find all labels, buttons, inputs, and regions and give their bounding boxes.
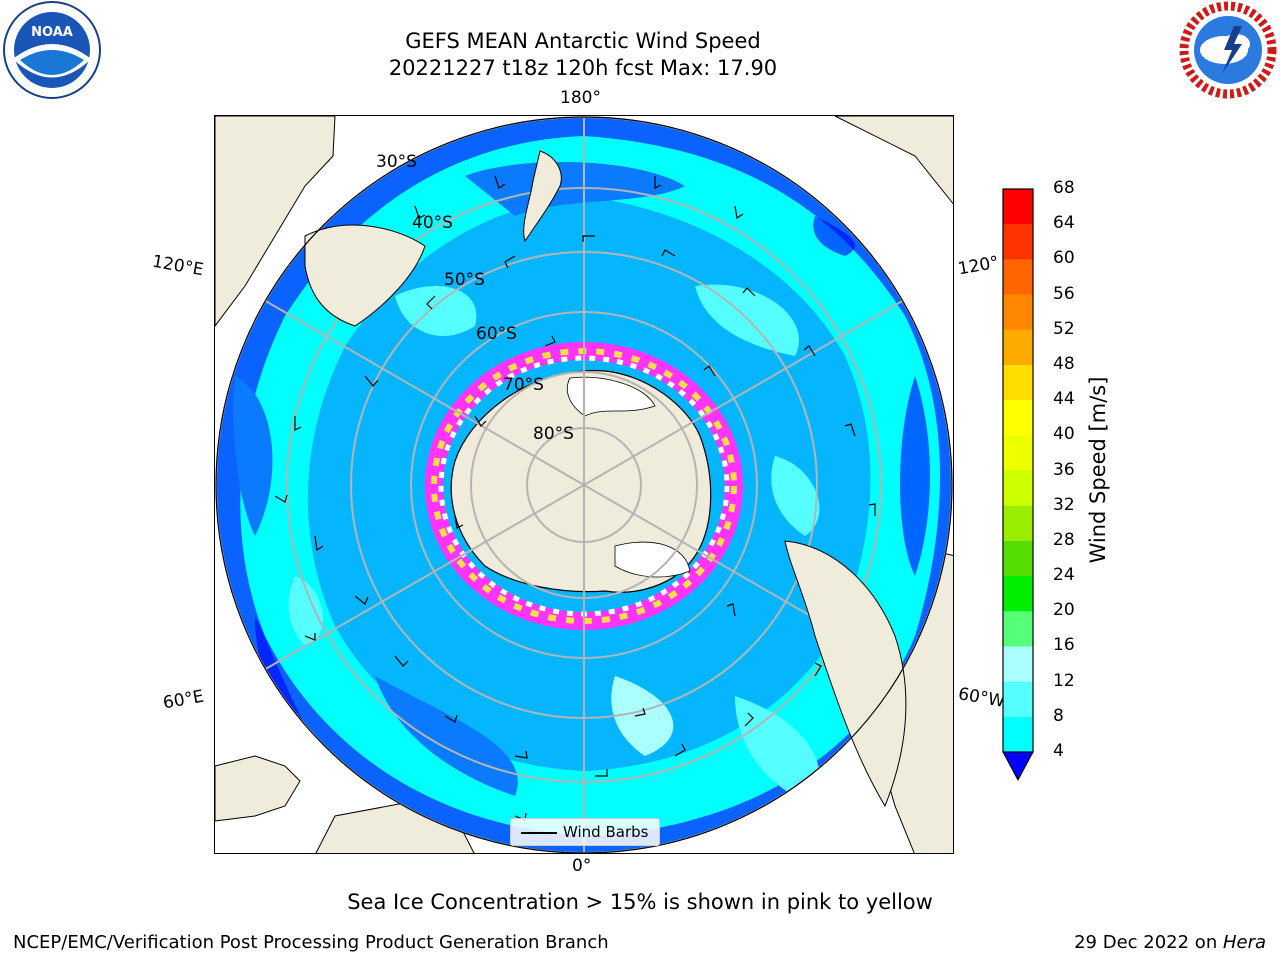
colorbar-tick-label: 44 — [1053, 389, 1075, 410]
lat-label-50s: 50°S — [444, 270, 485, 290]
lat-label-60s: 60°S — [476, 324, 517, 344]
colorbar-tick-label: 36 — [1053, 459, 1075, 480]
map-panel — [214, 115, 954, 854]
footer-date-text: 29 Dec 2022 on — [1074, 932, 1223, 953]
footer-credit: NCEP/EMC/Verification Post Processing Pr… — [13, 932, 609, 953]
colorbar-segment — [1003, 294, 1033, 331]
colorbar-tick-label: 24 — [1053, 565, 1075, 586]
colorbar-segment — [1003, 576, 1033, 612]
colorbar-tick-label: 20 — [1053, 600, 1075, 621]
lon-label-60w: 60°W — [956, 684, 1007, 712]
colorbar-segment — [1003, 470, 1033, 507]
colorbar-segment — [1003, 329, 1033, 366]
lon-label-60e: 60°E — [161, 686, 206, 714]
colorbar-segment — [1003, 435, 1033, 471]
colorbar-title: Wind Speed [m/s] — [1086, 376, 1110, 564]
colorbar-tick-label: 16 — [1053, 635, 1075, 656]
colorbar-segment — [1003, 716, 1033, 753]
lat-label-70s: 70°S — [503, 375, 544, 395]
continents — [304, 150, 907, 808]
colorbar-segment — [1003, 611, 1033, 647]
colorbar-tick-label: 8 — [1053, 705, 1064, 726]
colorbar-segment — [1003, 189, 1033, 225]
colorbar-tick-label: 28 — [1053, 529, 1075, 550]
colorbar-outline — [1002, 188, 1034, 753]
chart-subtitle: 20221227 t18z 120h fcst Max: 17.90 — [388, 56, 778, 80]
lat-label-40s: 40°S — [412, 213, 453, 233]
footer-date: 29 Dec 2022 on Hera — [1074, 932, 1266, 953]
ice-shelf-weddell — [614, 541, 691, 578]
colorbar-tick-label: 40 — [1053, 424, 1075, 445]
polar-map — [215, 116, 953, 853]
noaa-logo: NOAA — [3, 1, 101, 99]
colorbar-segment — [1003, 364, 1033, 401]
colorbar-tick-label: 12 — [1053, 670, 1075, 691]
lon-label-180: 180° — [560, 88, 601, 108]
colorbar-tick-label: 52 — [1053, 318, 1075, 339]
lon-label-120w: 120° — [956, 252, 1001, 280]
colorbar-tick-label: 56 — [1053, 283, 1075, 304]
lat-label-80s: 80°S — [533, 424, 574, 444]
colorbar-tick-label: 32 — [1053, 494, 1075, 515]
ice-shelf-ross — [566, 376, 656, 417]
colorbar-under-arrow — [1002, 751, 1034, 782]
colorbar-tick-label: 68 — [1053, 178, 1075, 198]
colorbar-segment — [1003, 400, 1033, 436]
antarctica — [450, 369, 712, 593]
footer-host: Hera — [1222, 932, 1266, 953]
nws-logo — [1179, 1, 1277, 99]
colorbar-tick-label: 4 — [1053, 741, 1064, 761]
lat-label-30s: 30°S — [376, 152, 417, 172]
colorbar-segment — [1003, 224, 1033, 260]
map-legend: Wind Barbs — [510, 818, 660, 846]
lon-label-0: 0° — [572, 856, 592, 876]
legend-line-swatch — [521, 832, 557, 834]
colorbar-segment — [1003, 681, 1033, 718]
sea-ice-caption: Sea Ice Concentration > 15% is shown in … — [347, 890, 933, 914]
colorbar-tick-label: 60 — [1053, 248, 1075, 269]
legend-label: Wind Barbs — [563, 823, 649, 841]
lon-label-120e: 120°E — [150, 251, 206, 281]
colorbar-tick-label: 48 — [1053, 353, 1075, 374]
colorbar-segment — [1003, 646, 1033, 683]
colorbar-segment — [1003, 540, 1033, 577]
colorbar — [1002, 188, 1034, 782]
chart-title: GEFS MEAN Antarctic Wind Speed — [405, 29, 761, 53]
svg-text:NOAA: NOAA — [31, 25, 73, 40]
colorbar-tick-label: 64 — [1053, 213, 1075, 234]
colorbar-segment — [1003, 505, 1033, 542]
colorbar-segment — [1003, 259, 1033, 296]
